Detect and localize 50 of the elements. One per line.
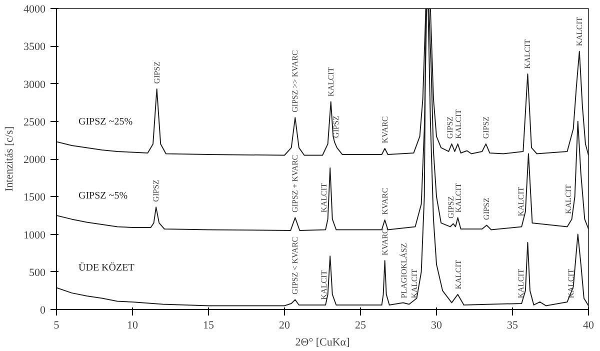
annotation: KALCIT: [320, 270, 329, 300]
annotation: KVARC: [380, 228, 390, 256]
y-tick-label: 0: [40, 304, 46, 316]
y-tick-label: 2000: [24, 154, 46, 166]
annotation: KVARC: [380, 188, 390, 215]
annotation: KALCIT: [516, 268, 526, 298]
annotation: KALCIT: [410, 268, 419, 298]
annotation: GIPSZ: [152, 180, 161, 202]
x-tick-label: 15: [203, 320, 214, 332]
x-tick-label: 25: [355, 320, 366, 332]
annotation: GIPSZ + KVARC: [290, 154, 300, 212]
annotation: KALCIT: [454, 260, 464, 290]
annotation: KALCIT: [454, 182, 464, 212]
annotation: KALCIT: [320, 182, 329, 212]
series-label: GIPSZ ~25%: [78, 116, 133, 128]
y-tick-label: 500: [29, 266, 46, 279]
x-tick-label: 5: [54, 320, 60, 332]
text: ÜDE KÖZET: [78, 262, 134, 274]
y-axis-title: Intenzitás [c/s]: [4, 126, 16, 192]
x-tick-label: 20: [279, 320, 290, 332]
y-tick-label: 1000: [24, 229, 46, 242]
annotation: PLAGIOKLÁSZ: [399, 243, 408, 298]
annotation: GIPSZ: [152, 61, 162, 84]
annotation: KALCIT: [516, 186, 526, 216]
annotation: GIPSZ: [446, 116, 455, 139]
annotation: KALCIT: [326, 67, 336, 97]
annotation: GIPSZ < KVARC: [290, 236, 300, 294]
annotation: GIPSZ: [482, 198, 492, 220]
annotation: KALCIT: [564, 184, 574, 214]
annotation: GIPSZ >> KVARC: [290, 50, 300, 112]
annotation: GIPSZ: [332, 116, 341, 138]
annotation: KALCIT: [454, 109, 464, 139]
x-tick-label: 10: [127, 320, 138, 332]
x-axis-title: 2Θ° [CuKα]: [295, 336, 350, 348]
series-label: GIPSZ ~5%: [78, 190, 128, 202]
annotation: KALCIT: [574, 16, 584, 46]
y-tick-label: 1500: [24, 192, 46, 204]
annotation: GIPSZ: [481, 116, 490, 139]
y-tick-label: 3500: [24, 41, 46, 54]
x-tick-label: 35: [507, 320, 518, 332]
x-tick-label: 40: [583, 320, 594, 332]
annotation: KALCIT: [523, 39, 532, 69]
y-tick-label: 4000: [24, 4, 46, 16]
line-series: [56, 8, 588, 306]
y-tick-label: 3000: [24, 78, 46, 91]
x-tick-label: 30: [431, 320, 442, 332]
annotation: KALCIT: [566, 268, 576, 298]
y-tick-label: 2500: [24, 116, 46, 128]
annotation: GIPSZ: [446, 196, 456, 218]
annotation: KVARC: [380, 116, 390, 144]
